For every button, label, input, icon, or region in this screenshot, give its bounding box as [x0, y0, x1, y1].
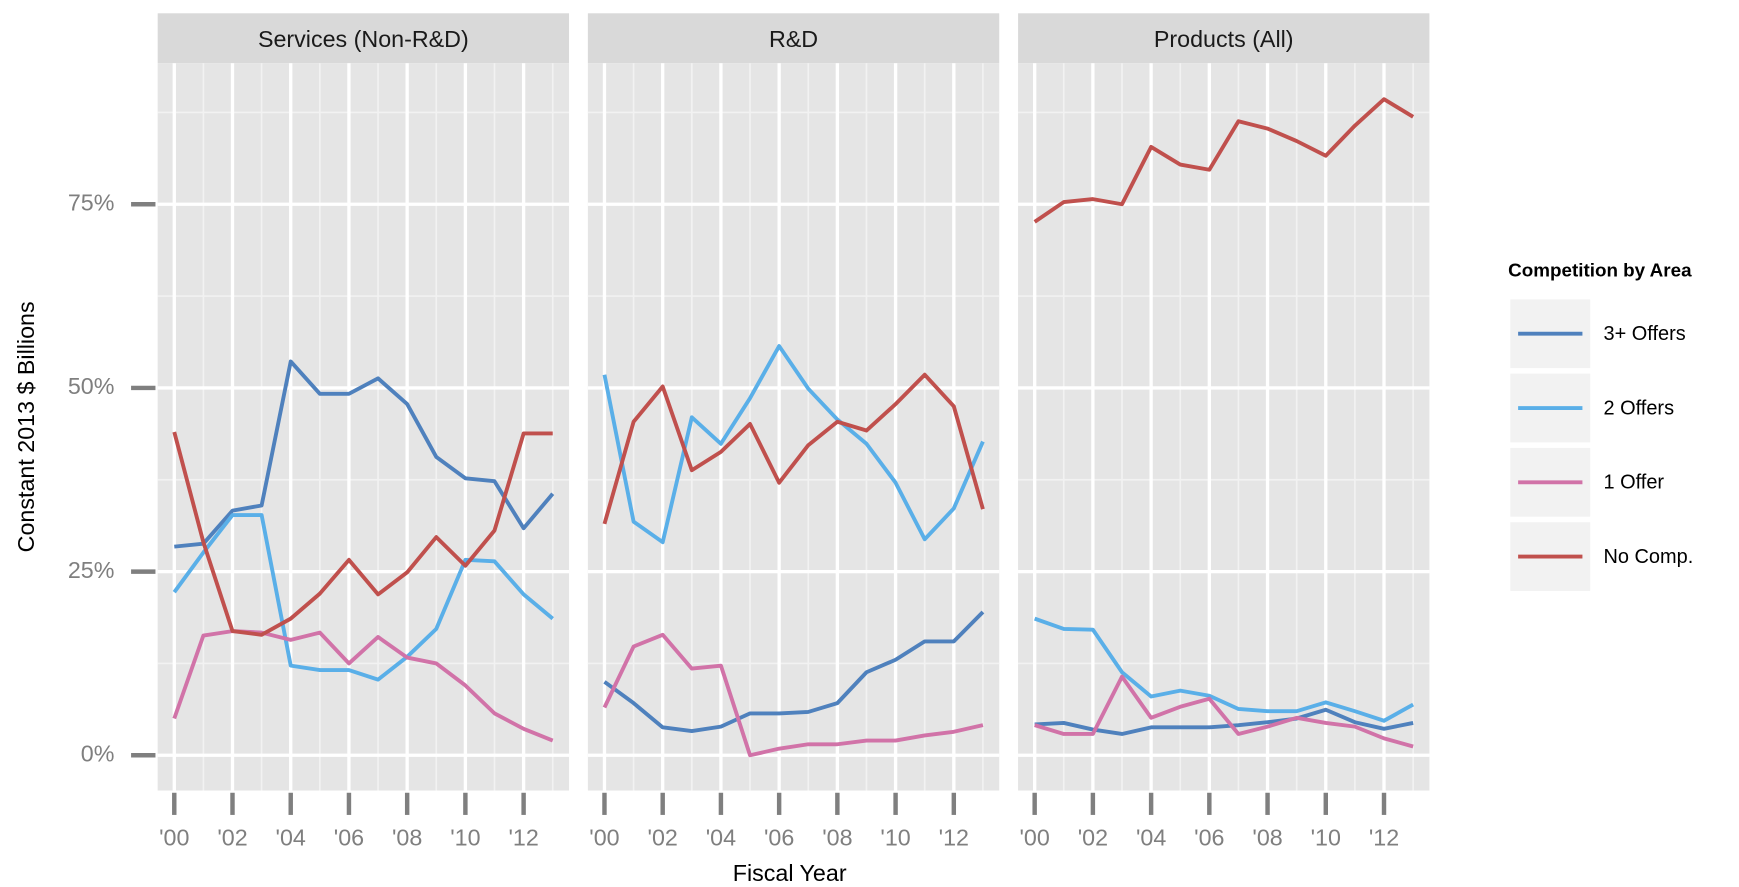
series-line: [1033, 97, 1415, 224]
y-axis-label: Constant 2013 $ Billions: [13, 301, 39, 552]
x-tick-label: '08: [822, 824, 852, 850]
panel-title: Products (All): [1154, 26, 1294, 52]
panel-title: Services (Non-R&D): [258, 26, 469, 52]
x-tick-label: '10: [1311, 824, 1341, 850]
series-line: [602, 344, 985, 545]
legend-label: 2 Offers: [1603, 397, 1674, 419]
x-tick-label: '08: [392, 824, 422, 850]
legend-title: Competition by Area: [1508, 260, 1692, 281]
x-tick-label: '12: [508, 824, 538, 850]
x-tick-label: '10: [450, 824, 480, 850]
y-tick-label: 75%: [68, 189, 115, 215]
panel-background: [587, 63, 1000, 791]
y-tick-label: 0%: [81, 740, 115, 766]
x-tick-label: '06: [334, 824, 364, 850]
series-line: [602, 372, 985, 525]
x-tick-label: '00: [159, 824, 189, 850]
strip: [157, 13, 570, 64]
panel-background: [1018, 63, 1430, 791]
x-tick-label: '12: [1369, 824, 1399, 850]
strip: [1018, 13, 1430, 64]
x-tick-label: '00: [1020, 824, 1050, 850]
x-tick-label: '04: [276, 824, 306, 850]
x-tick-label: '04: [1136, 824, 1166, 850]
x-tick-label: '06: [764, 824, 794, 850]
x-tick-label: '04: [706, 824, 736, 850]
legend-label: 1 Offer: [1603, 472, 1664, 494]
legend-label: No Comp.: [1603, 546, 1693, 568]
x-tick-label: '02: [1078, 824, 1108, 850]
x-tick-label: '02: [648, 824, 678, 850]
y-tick-label: 50%: [68, 373, 115, 399]
series-line: [172, 513, 554, 682]
x-tick-label: '06: [1194, 824, 1224, 850]
legend-label: 3+ Offers: [1603, 323, 1685, 345]
series-line: [174, 359, 555, 549]
x-tick-label: '10: [880, 824, 910, 850]
series-line: [1034, 674, 1414, 749]
panel-title: R&D: [769, 26, 818, 52]
series-line: [603, 610, 985, 733]
series-line: [1034, 707, 1414, 736]
x-tick-label: '08: [1252, 824, 1282, 850]
series-line: [1034, 616, 1415, 723]
series-line: [602, 632, 984, 758]
strip: [587, 13, 1000, 64]
panel-background: [157, 63, 570, 791]
x-tick-label: '12: [939, 824, 969, 850]
x-axis-label: Fiscal Year: [733, 860, 847, 886]
series-line: [172, 431, 553, 637]
x-tick-label: '00: [589, 824, 619, 850]
x-tick-label: '02: [217, 824, 247, 850]
y-tick-label: 25%: [68, 557, 115, 583]
